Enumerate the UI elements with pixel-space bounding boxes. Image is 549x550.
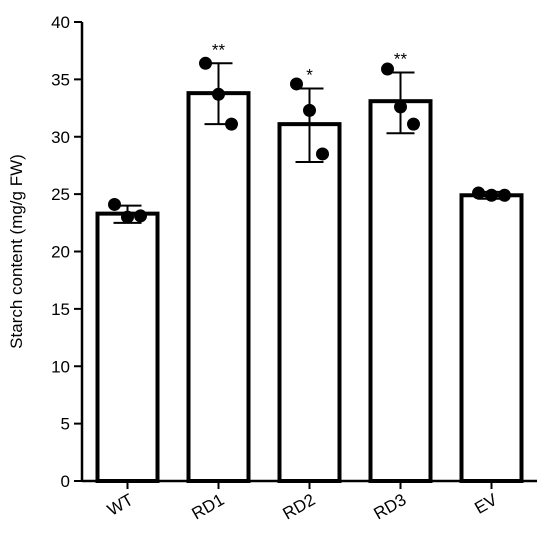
data-point [134,209,147,223]
y-tick-label: 40 [51,13,70,32]
data-point [381,62,394,76]
data-point [108,197,121,211]
bar [186,91,251,484]
y-tick-label: 10 [51,357,70,376]
data-point [485,188,498,202]
data-point [316,147,329,161]
significance-label: ** [212,40,226,59]
bar [368,99,433,484]
y-tick-label: 20 [51,243,70,262]
data-points [108,56,511,224]
x-ticks: WT RD1 RD2 RD3 EV [104,481,501,523]
bar [277,122,342,483]
significance-label: ** [394,49,408,68]
x-tick-label: RD2 [280,490,319,523]
data-point [407,117,420,131]
data-point [303,103,316,117]
y-ticks: 0 5 10 15 20 25 30 35 40 [51,13,82,491]
y-tick-label: 35 [51,70,70,89]
data-point [394,100,407,114]
data-point [212,87,225,101]
significance-label: * [306,66,313,85]
significance-markers: ***** [212,40,408,84]
y-tick-label: 5 [61,415,70,434]
y-tick-label: 15 [51,300,70,319]
bar [95,211,160,483]
data-point [472,186,485,200]
data-point [225,117,238,131]
x-tick-label: RD1 [189,490,228,523]
data-point [290,77,303,91]
data-point [121,210,134,224]
y-tick-label: 25 [51,185,70,204]
x-tick-label: WT [104,490,136,520]
bars [95,91,524,484]
x-tick-label: RD3 [371,490,410,523]
y-axis-label: Starch content (mg/g FW) [7,154,26,349]
data-point [498,188,511,202]
data-point [199,56,212,70]
bar [459,193,524,484]
x-tick-label: EV [471,490,501,518]
y-tick-label: 30 [51,128,70,147]
y-tick-label: 0 [61,472,70,491]
